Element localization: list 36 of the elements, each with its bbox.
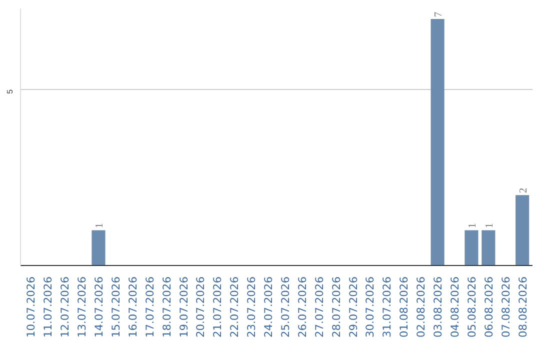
x-tick-label: 31.07.2026 <box>380 276 394 338</box>
x-tick-label: 23.07.2026 <box>245 276 258 338</box>
x-tick-label: 26.07.2026 <box>296 276 309 338</box>
data-label: 1 <box>484 222 496 228</box>
x-tick-label: 01.08.2026 <box>398 276 411 338</box>
x-tick-label: 05.08.2026 <box>465 276 478 338</box>
x-tick-label: 07.08.2026 <box>499 276 512 338</box>
x-tick-label: 29.07.2026 <box>346 276 360 338</box>
x-tick-label: 25.07.2026 <box>278 276 292 338</box>
x-tick-label: 28.07.2026 <box>330 276 343 338</box>
x-tick-label: 19.07.2026 <box>177 276 190 338</box>
data-label: 2 <box>518 188 530 194</box>
x-tick-label: 24.07.2026 <box>262 276 276 338</box>
data-label: 1 <box>467 222 478 228</box>
x-tick-label: 30.07.2026 <box>364 276 377 338</box>
x-tick-label: 22.07.2026 <box>228 276 242 338</box>
x-tick-label: 27.07.2026 <box>312 276 326 338</box>
y-tick-label: 5 <box>6 88 14 94</box>
data-label: 1 <box>94 222 106 228</box>
x-tick-label: 10.07.2026 <box>24 276 38 338</box>
x-tick-label: 18.07.2026 <box>160 276 174 338</box>
x-tick-label: 16.07.2026 <box>126 276 140 338</box>
x-tick-label: 14.07.2026 <box>92 276 106 338</box>
x-tick-label: 21.07.2026 <box>211 276 224 338</box>
x-tick-label: 13.07.2026 <box>76 276 89 338</box>
data-label: 7 <box>434 11 445 18</box>
x-tick-label: 02.08.2026 <box>414 276 428 338</box>
x-tick-label: 12.07.2026 <box>58 276 72 338</box>
x-tick-label: 11.07.2026 <box>42 276 55 338</box>
x-tick-label: 06.08.2026 <box>482 276 496 338</box>
x-tick-label: 15.07.2026 <box>109 276 122 338</box>
x-tick-label: 03.08.2026 <box>432 276 445 338</box>
x-tick-label: 04.08.2026 <box>448 276 462 338</box>
x-tick-label: 20.07.2026 <box>194 276 208 338</box>
x-tick-label: 08.08.2026 <box>516 276 530 338</box>
x-tick-label: 17.07.2026 <box>143 276 156 338</box>
